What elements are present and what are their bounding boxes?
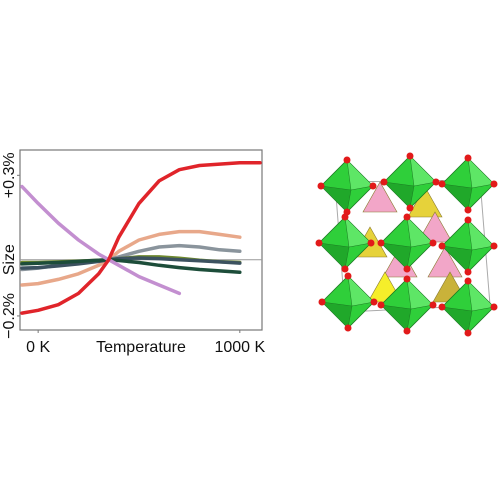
x-tick-label: 1000 K: [214, 339, 265, 356]
series-line: [20, 229, 242, 287]
octahedron-face: [467, 219, 495, 251]
octahedron-face: [409, 155, 437, 187]
oxygen-atom: [464, 154, 472, 162]
octahedron-face: [441, 306, 473, 334]
oxygen-atom: [432, 178, 440, 186]
series-line: [20, 256, 242, 270]
oxygen-atom: [317, 182, 325, 190]
series-line: [20, 160, 262, 315]
octahedron-face: [441, 245, 473, 273]
oxygen-atom: [490, 303, 498, 311]
oxygen-atom: [464, 329, 472, 337]
y-tick-label: −0.2%: [1, 293, 18, 339]
octahedron-face: [467, 280, 495, 312]
y-tick-label: +0.3%: [1, 152, 18, 198]
oxygen-atom: [406, 204, 414, 212]
oxygen-atom: [367, 239, 375, 247]
x-tick-label: 0 K: [26, 339, 50, 356]
oxygen-atom: [341, 213, 349, 221]
octahedron-face: [406, 278, 434, 310]
series-line: [20, 257, 242, 275]
tetrahedron: [362, 181, 398, 213]
oxygen-atom: [377, 239, 385, 247]
oxygen-atom: [429, 301, 437, 309]
octahedron-face: [346, 159, 374, 191]
octahedron-face: [344, 216, 372, 248]
octahedron-face: [321, 301, 353, 329]
oxygen-atom: [369, 182, 377, 190]
octahedron-face: [467, 157, 495, 189]
oxygen-atom: [341, 265, 349, 273]
oxygen-atom: [403, 275, 411, 283]
oxygen-atom: [464, 268, 472, 276]
oxygen-atom: [429, 239, 437, 247]
oxygen-atom: [438, 242, 446, 250]
oxygen-atom: [490, 180, 498, 188]
oxygen-atom: [403, 213, 411, 221]
oxygen-atom: [406, 152, 414, 160]
oxygen-atom: [438, 303, 446, 311]
octahedron-face: [380, 304, 412, 332]
octahedron-face: [441, 183, 473, 211]
oxygen-atom: [403, 327, 411, 335]
crystal-structure: [315, 152, 498, 337]
oxygen-atom: [318, 298, 326, 306]
octahedron-face: [318, 242, 350, 270]
oxygen-atom: [344, 272, 352, 280]
series-line: [20, 184, 182, 296]
oxygen-atom: [343, 156, 351, 164]
octahedron-face: [347, 275, 375, 307]
oxygen-atom: [403, 265, 411, 273]
octahedron-face: [320, 185, 352, 213]
octahedron-face: [380, 242, 412, 270]
octahedron-face: [406, 216, 434, 248]
oxygen-atom: [464, 216, 472, 224]
y-axis-label: Size: [1, 244, 18, 275]
x-axis-label: Temperature: [96, 339, 186, 356]
oxygen-atom: [370, 298, 378, 306]
oxygen-atom: [344, 324, 352, 332]
plot-frame: [19, 149, 263, 331]
octahedron-face: [383, 181, 415, 209]
oxygen-atom: [464, 277, 472, 285]
oxygen-atom: [377, 301, 385, 309]
oxygen-atom: [438, 180, 446, 188]
oxygen-atom: [464, 206, 472, 214]
oxygen-atom: [315, 239, 323, 247]
oxygen-atom: [380, 178, 388, 186]
oxygen-atom: [490, 242, 498, 250]
tetrahedron: [427, 246, 463, 278]
